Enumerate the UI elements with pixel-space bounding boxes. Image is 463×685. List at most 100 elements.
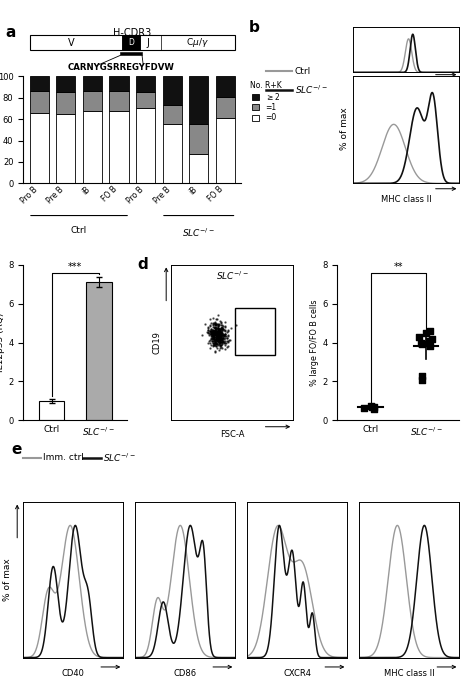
Point	[211, 323, 218, 334]
Point	[222, 326, 230, 337]
Point	[205, 329, 213, 340]
Point	[215, 336, 222, 347]
Point	[209, 325, 217, 336]
Point	[216, 332, 223, 343]
Point	[224, 340, 232, 351]
Point	[216, 331, 223, 342]
Point	[208, 319, 216, 330]
Point	[211, 329, 218, 340]
Point	[214, 337, 222, 348]
Point	[216, 333, 223, 344]
Point	[211, 336, 219, 347]
Point	[209, 340, 217, 351]
Point	[212, 320, 219, 331]
Point	[217, 330, 225, 341]
Point	[209, 332, 217, 343]
Point	[207, 330, 214, 341]
Point	[223, 336, 230, 347]
Point	[216, 337, 223, 348]
Point	[213, 327, 221, 338]
Point	[217, 327, 225, 338]
Bar	[30, 112, 49, 184]
Point	[209, 318, 216, 329]
Point	[214, 320, 222, 331]
Point	[219, 336, 226, 347]
Point	[211, 325, 218, 336]
Point	[210, 339, 217, 350]
Point	[217, 322, 224, 333]
Point	[215, 325, 223, 336]
Point	[214, 331, 222, 342]
Bar	[109, 110, 128, 184]
Point	[215, 329, 223, 340]
Bar	[82, 110, 102, 184]
Point	[218, 334, 225, 345]
Point	[206, 327, 214, 338]
Point	[217, 320, 225, 331]
Point	[216, 340, 223, 351]
Point	[221, 331, 229, 342]
Point	[217, 343, 225, 354]
Point	[217, 327, 224, 338]
Point	[214, 323, 221, 334]
Point	[424, 335, 432, 346]
Point	[212, 332, 219, 343]
Point	[226, 322, 234, 333]
Point	[214, 321, 221, 332]
Point	[209, 334, 217, 345]
Bar	[30, 36, 234, 51]
Point	[214, 339, 222, 350]
Bar	[162, 76, 181, 105]
Point	[207, 318, 214, 329]
Point	[208, 338, 216, 349]
Point	[218, 322, 225, 333]
Point	[418, 370, 425, 381]
Point	[222, 337, 230, 348]
Point	[209, 332, 217, 342]
Point	[214, 334, 222, 345]
Point	[218, 325, 225, 336]
Point	[215, 319, 223, 329]
X-axis label: FSC-A: FSC-A	[394, 84, 418, 92]
Point	[212, 330, 219, 341]
Point	[422, 327, 429, 338]
Point	[225, 334, 232, 345]
Point	[221, 329, 228, 340]
Point	[215, 331, 222, 342]
Point	[213, 335, 220, 346]
Point	[223, 333, 230, 344]
Point	[217, 323, 225, 334]
Point	[214, 334, 222, 345]
Point	[212, 340, 219, 351]
Point	[215, 329, 222, 340]
Point	[216, 334, 223, 345]
X-axis label: MHC class II: MHC class II	[380, 195, 431, 203]
Text: J: J	[146, 38, 149, 48]
Point	[204, 326, 212, 337]
Point	[217, 330, 225, 341]
Point	[218, 332, 225, 343]
Point	[220, 316, 228, 327]
Point	[207, 327, 215, 338]
Point	[210, 336, 218, 347]
Point	[218, 337, 225, 348]
Point	[213, 340, 221, 351]
Point	[216, 338, 224, 349]
Point	[221, 321, 228, 332]
Point	[220, 334, 227, 345]
Point	[418, 374, 425, 385]
X-axis label: FSC-A: FSC-A	[219, 430, 244, 439]
Bar	[136, 76, 155, 92]
Bar	[56, 114, 75, 184]
Bar	[120, 53, 142, 55]
Point	[214, 345, 222, 356]
Point	[214, 333, 221, 344]
Point	[209, 334, 217, 345]
Point	[220, 339, 228, 350]
Point	[219, 329, 227, 340]
Point	[211, 319, 218, 329]
Bar	[136, 92, 155, 108]
Point	[213, 325, 221, 336]
Point	[200, 319, 208, 330]
Point	[211, 334, 218, 345]
